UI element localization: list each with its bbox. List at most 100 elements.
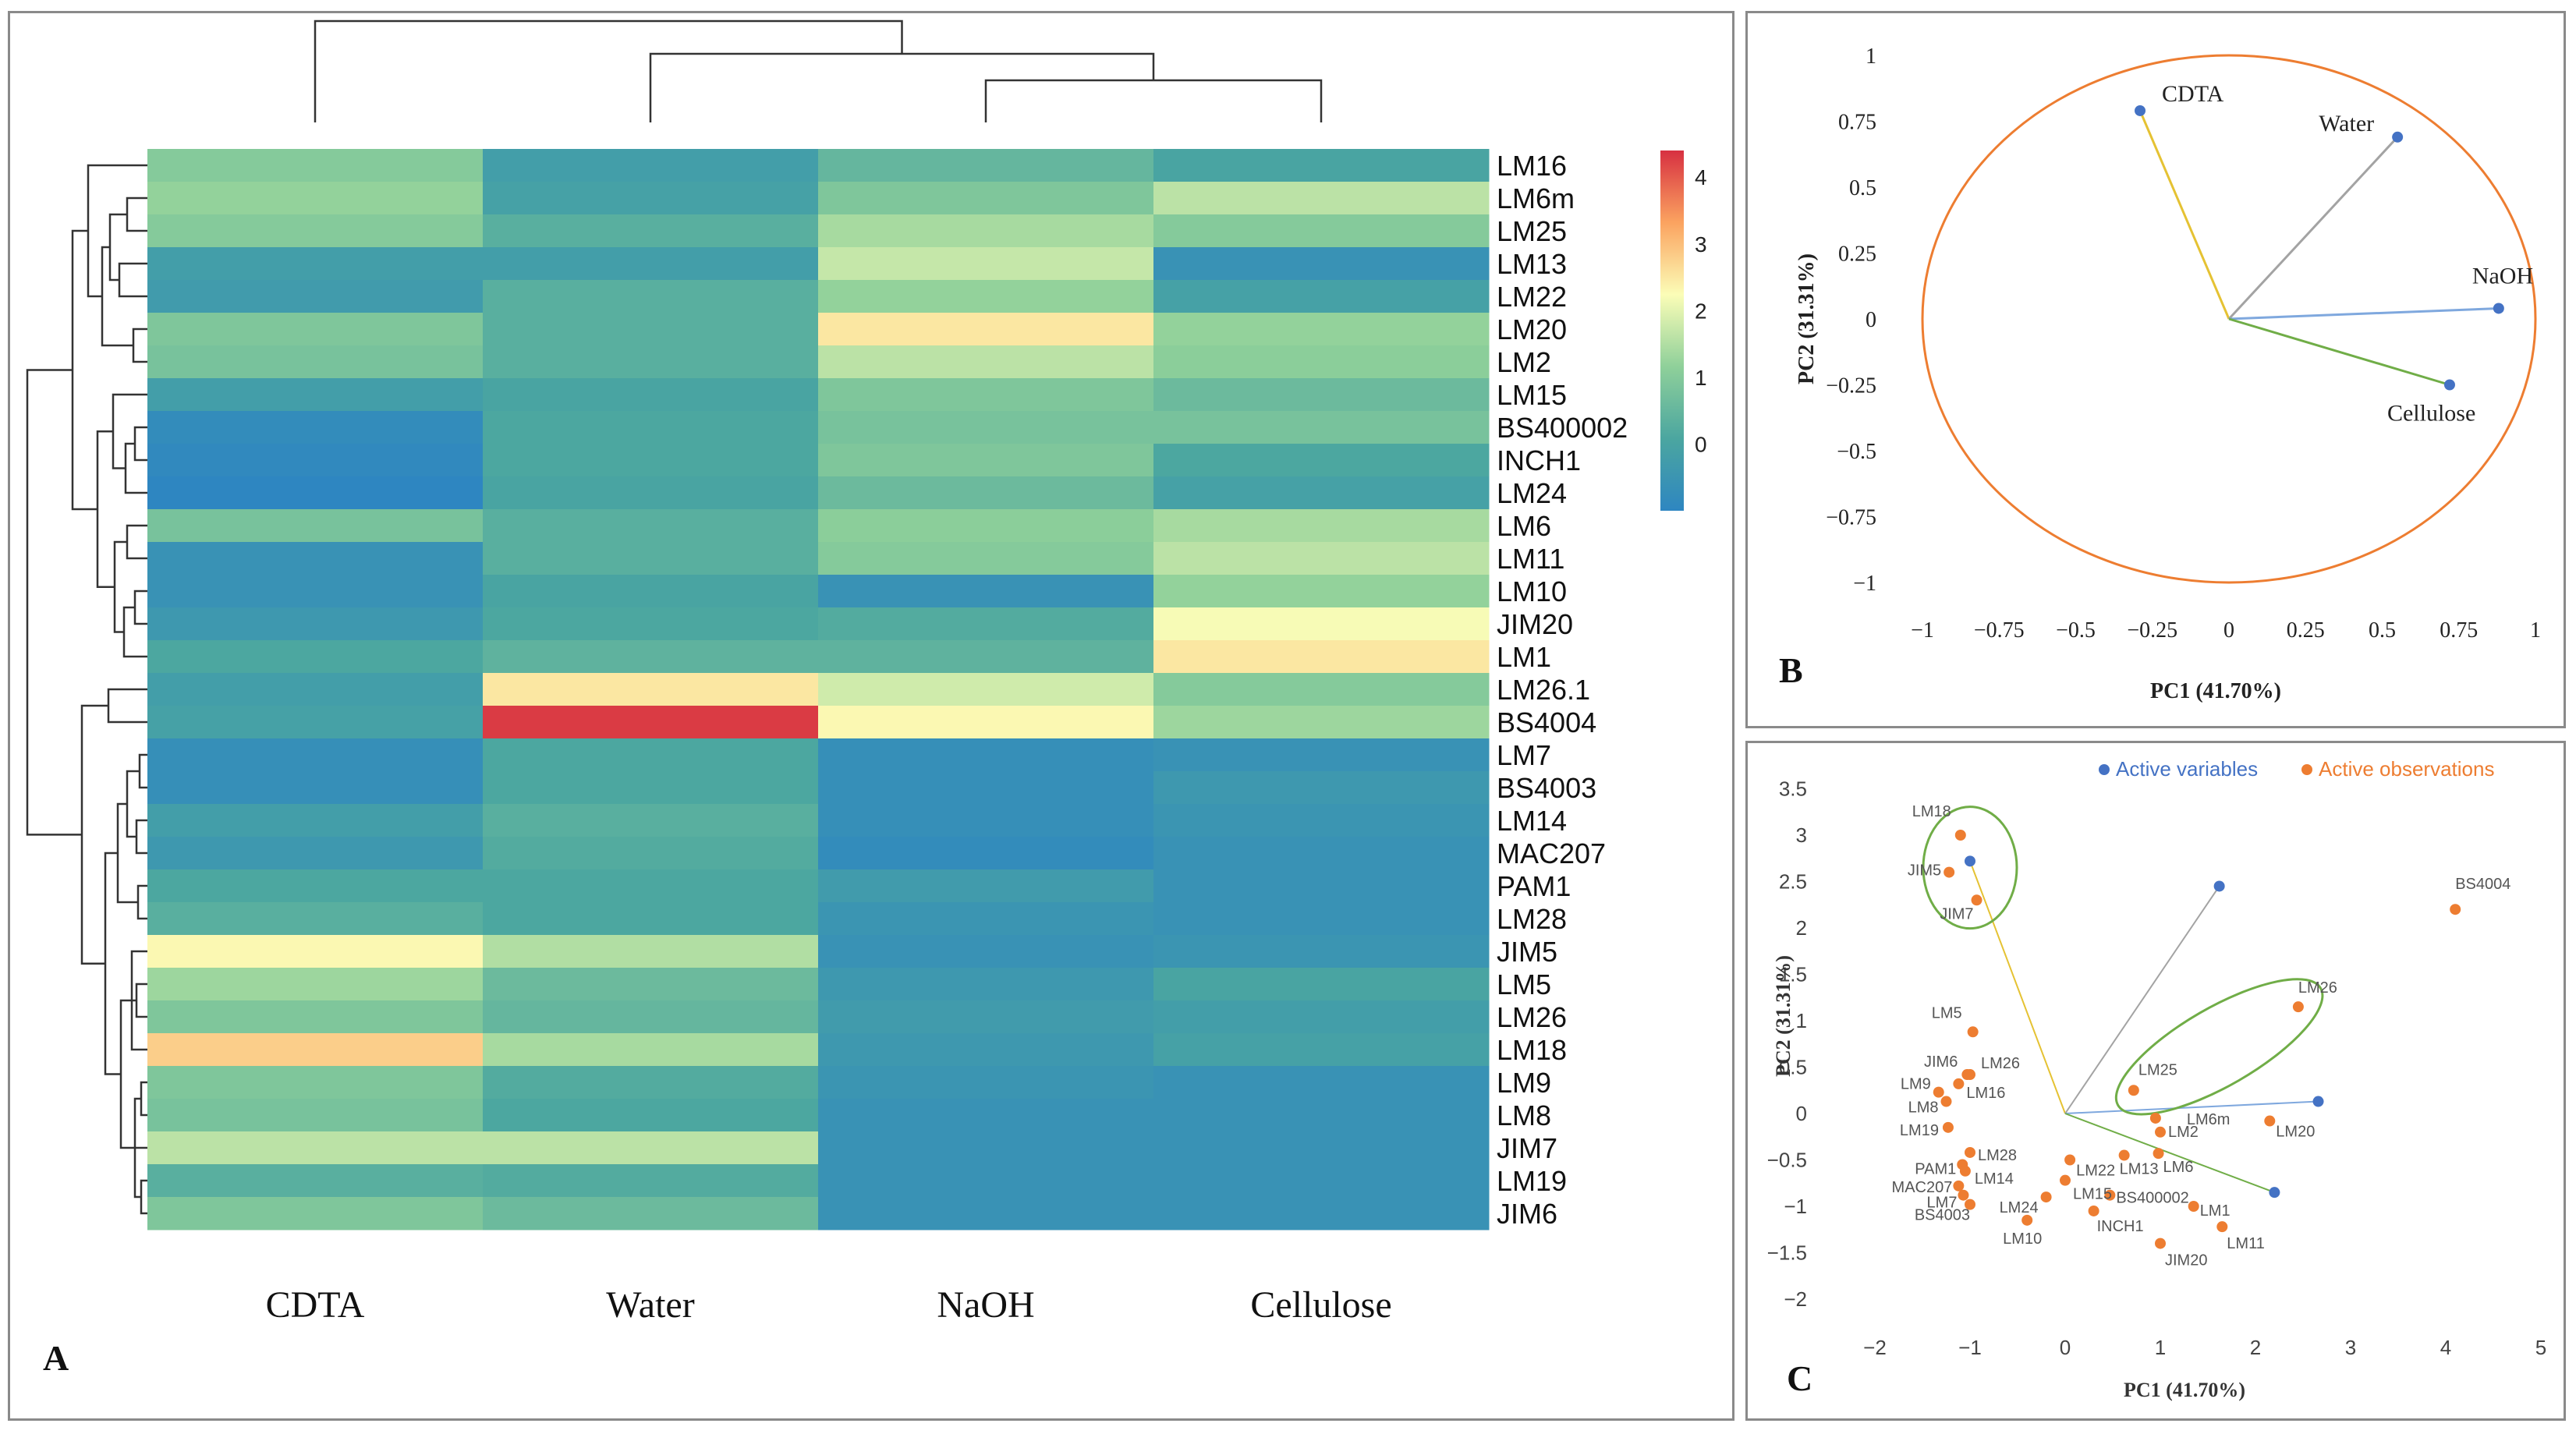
observation-label-LM25: LM25 bbox=[2138, 1061, 2177, 1078]
heatmap-cell-LM15-Water bbox=[483, 378, 819, 412]
heatmap-cell-MAC207-CDTA bbox=[147, 837, 484, 870]
heatmap-cell-JIM5-Water bbox=[483, 935, 819, 968]
heatmap-cell-LM8-CDTA bbox=[147, 1099, 484, 1132]
observation-point-LM9 bbox=[1933, 1086, 1944, 1098]
heatmap-cell-LM16-CDTA bbox=[147, 149, 484, 182]
heatmap-cell-LM20-Cellulose bbox=[1153, 313, 1490, 346]
observation-point-LM2 bbox=[2155, 1126, 2166, 1138]
y-tick-2: 2 bbox=[1796, 916, 1807, 940]
row-dendrogram-branch bbox=[133, 590, 147, 625]
row-label-LM22: LM22 bbox=[1497, 281, 1567, 313]
heatmap-cell-LM22-CDTA bbox=[147, 280, 484, 313]
row-label-INCH1: INCH1 bbox=[1497, 444, 1581, 476]
heatmap-cell-LM24-Water bbox=[483, 476, 819, 510]
colorbar bbox=[1660, 150, 1684, 511]
heatmap-cell-LM5-NaOH bbox=[818, 968, 1154, 1001]
row-label-BS4004: BS4004 bbox=[1497, 706, 1596, 738]
heatmap-cell-JIM20-Cellulose bbox=[1153, 607, 1490, 641]
observation-label-LM24: LM24 bbox=[2000, 1199, 2039, 1216]
heatmap-cell-JIM20-Water bbox=[483, 607, 819, 641]
row-label-LM25: LM25 bbox=[1497, 215, 1567, 247]
heatmap-cell-LM2-Cellulose bbox=[1153, 345, 1490, 379]
heatmap-cell-LM6-CDTA bbox=[147, 509, 484, 543]
row-label-LM9: LM9 bbox=[1497, 1067, 1551, 1099]
vector-point-NaOH bbox=[2493, 303, 2504, 314]
heatmap-cell-LM16-Water bbox=[483, 149, 819, 182]
y-tick-−2: −2 bbox=[1784, 1287, 1807, 1311]
observation-label-LM10: LM10 bbox=[2003, 1230, 2042, 1248]
column-dendrogram-branch-2 bbox=[314, 19, 903, 122]
observation-label-LM7: LM7 bbox=[1927, 1195, 1958, 1212]
heatmap-cell-LM11-Water bbox=[483, 542, 819, 575]
heatmap-cell-LM24-CDTA bbox=[147, 476, 484, 510]
heatmap-cell-LM28-Water bbox=[483, 902, 819, 936]
heatmap-cell-LM9-Cellulose bbox=[1153, 1066, 1490, 1099]
heatmap-cell-LM25-Water bbox=[483, 214, 819, 248]
heatmap-cell-JIM5-CDTA bbox=[147, 935, 484, 968]
row-dendrogram-branch bbox=[135, 983, 147, 1018]
legend-marker-observations bbox=[2301, 764, 2312, 775]
correlation-circle-chart: CDTA Water NaOH Cellulose −1 −0.75 −0.5 −0.25 0 0… bbox=[1779, 44, 2541, 703]
observation-point-LM26 bbox=[1965, 1069, 1975, 1081]
row-dendrogram-branch bbox=[124, 442, 147, 494]
observation-label-LM11: LM11 bbox=[2227, 1235, 2265, 1252]
heatmap-cell-LM24-NaOH bbox=[818, 476, 1154, 510]
row-dendrogram-branch bbox=[136, 884, 147, 920]
vector-point-Cellulose bbox=[2443, 379, 2455, 391]
heatmap-cell-LM9-Water bbox=[483, 1066, 819, 1099]
observation-point-LM7 bbox=[1958, 1189, 1969, 1201]
y-tick-−0.5: −0.5 bbox=[1767, 1149, 1807, 1172]
vector-label-Cellulose: Cellulose bbox=[2387, 401, 2475, 427]
row-dendrogram-branch bbox=[118, 262, 147, 298]
y-tick-−1: −1 bbox=[1784, 1195, 1807, 1218]
observation-point-JIM20 bbox=[2155, 1237, 2166, 1249]
row-label-LM1: LM1 bbox=[1497, 641, 1551, 673]
observation-point-LM6 bbox=[2153, 1148, 2164, 1160]
y-tick-0.75: 0.75 bbox=[1838, 111, 1876, 135]
observation-point-JIM5 bbox=[1944, 866, 1955, 878]
heatmap-cell-LM13-Water bbox=[483, 247, 819, 281]
row-label-PAM1: PAM1 bbox=[1497, 870, 1571, 902]
heatmap-cell-JIM7-Water bbox=[483, 1131, 819, 1165]
heatmap-cell-LM26.1-NaOH bbox=[818, 673, 1154, 706]
row-label-JIM20: JIM20 bbox=[1497, 608, 1573, 640]
heatmap-cell-LM19-Water bbox=[483, 1164, 819, 1198]
observation-point-LM15 bbox=[2060, 1174, 2071, 1186]
heatmap-cell-JIM7-CDTA bbox=[147, 1131, 484, 1165]
row-label-LM26.1: LM26.1 bbox=[1497, 674, 1590, 706]
column-dendrogram-branch-1 bbox=[649, 52, 1155, 122]
vector-label-Water: Water bbox=[2319, 111, 2374, 136]
heatmap-cell-BS4004-NaOH bbox=[818, 706, 1154, 739]
vector-label-NaOH: NaOH bbox=[2472, 263, 2533, 289]
observation-label-LM19: LM19 bbox=[1900, 1122, 1939, 1139]
heatmap-cell-LM2-Water bbox=[483, 345, 819, 379]
correlation-circle-panel: CDTA Water NaOH Cellulose −1 −0.75 −0.5 −0.25 0 0… bbox=[1745, 11, 2566, 728]
heatmap-cell-LM14-Water bbox=[483, 804, 819, 837]
heatmap-cell-INCH1-Cellulose bbox=[1153, 444, 1490, 477]
y-axis-label: PC2 (31.31%) bbox=[1772, 955, 1795, 1077]
observation-label-LM6m: LM6m bbox=[2187, 1111, 2231, 1128]
heatmap-cell-LM19-CDTA bbox=[147, 1164, 484, 1198]
y-tick-0: 0 bbox=[1796, 1102, 1807, 1125]
heatmap-cell-BS4003-NaOH bbox=[818, 771, 1154, 805]
observation-point-LM5 bbox=[1967, 1026, 1979, 1038]
row-dendrogram-branch bbox=[126, 197, 147, 232]
row-label-LM24: LM24 bbox=[1497, 477, 1567, 509]
observation-label-BS400002: BS400002 bbox=[2116, 1190, 2188, 1207]
panel-label-c: C bbox=[1787, 1358, 1812, 1398]
x-tick-1: 1 bbox=[2155, 1336, 2166, 1359]
row-label-LM14: LM14 bbox=[1497, 805, 1567, 837]
heatmap-cell-LM13-NaOH bbox=[818, 247, 1154, 281]
biplot-variable-point-Water bbox=[2213, 880, 2225, 892]
row-dendrogram-branch bbox=[126, 770, 140, 838]
row-label-LM2: LM2 bbox=[1497, 346, 1551, 378]
heatmap-cell-LM2-CDTA bbox=[147, 345, 484, 379]
observation-point-LM22 bbox=[2064, 1154, 2076, 1166]
heatmap-cell-LM11-CDTA bbox=[147, 542, 484, 575]
observation-point-LM11 bbox=[2216, 1221, 2228, 1233]
colorbar-tick-2: 2 bbox=[1695, 299, 1707, 323]
row-label-LM26: LM26 bbox=[1497, 1001, 1567, 1033]
heatmap-cell-LM26-Cellulose bbox=[1153, 1000, 1490, 1034]
colorbar-tick-3: 3 bbox=[1695, 232, 1707, 257]
observation-point-LM1 bbox=[2188, 1201, 2199, 1212]
